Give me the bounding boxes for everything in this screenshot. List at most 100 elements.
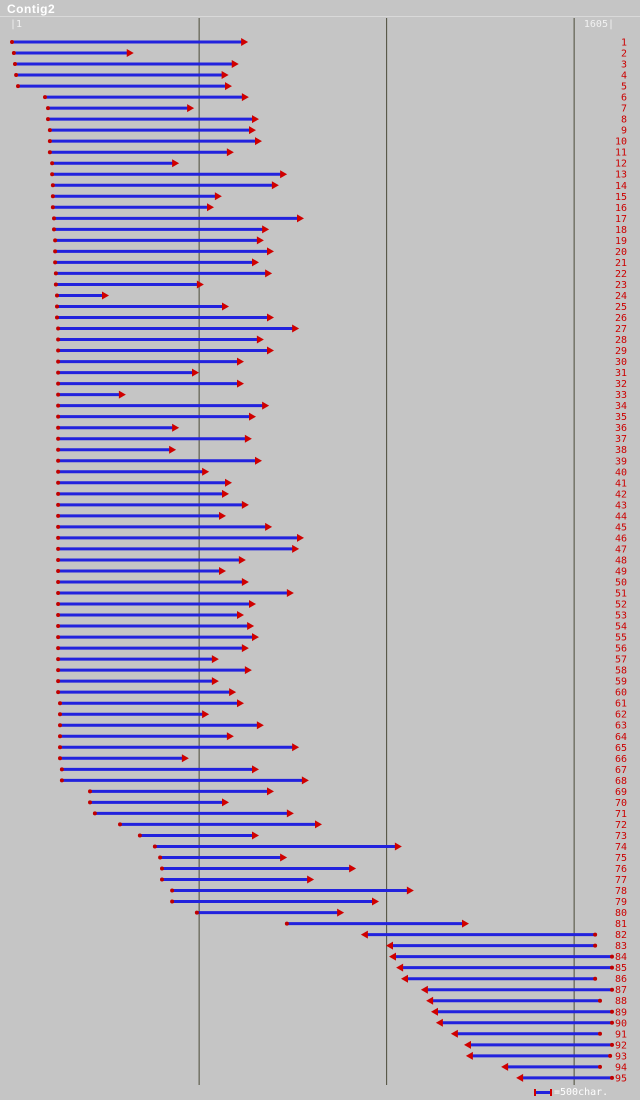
read-37[interactable]: 37 bbox=[56, 434, 627, 445]
read-49[interactable]: 49 bbox=[56, 566, 627, 577]
read-36[interactable]: 36 bbox=[56, 423, 627, 434]
read-39[interactable]: 39 bbox=[56, 456, 627, 467]
read-tail-dot-icon bbox=[56, 568, 61, 573]
read-5[interactable]: 5 bbox=[16, 82, 627, 93]
read-33[interactable]: 33 bbox=[56, 390, 627, 401]
read-52[interactable]: 52 bbox=[56, 600, 627, 611]
read-28[interactable]: 28 bbox=[56, 335, 627, 346]
read-87[interactable]: 87 bbox=[420, 985, 627, 996]
read-20[interactable]: 20 bbox=[53, 247, 627, 258]
read-74[interactable]: 74 bbox=[152, 842, 627, 853]
read-68[interactable]: 68 bbox=[59, 776, 627, 787]
read-15[interactable]: 15 bbox=[50, 192, 627, 203]
read-45[interactable]: 45 bbox=[56, 522, 627, 533]
read-82[interactable]: 82 bbox=[360, 930, 627, 941]
read-54[interactable]: 54 bbox=[56, 622, 627, 633]
read-88[interactable]: 88 bbox=[426, 996, 627, 1007]
read-48[interactable]: 48 bbox=[56, 555, 627, 566]
read-51[interactable]: 51 bbox=[56, 589, 627, 600]
read-69[interactable]: 69 bbox=[88, 787, 627, 798]
read-16[interactable]: 16 bbox=[50, 203, 627, 214]
read-76[interactable]: 76 bbox=[160, 864, 627, 875]
read-47[interactable]: 47 bbox=[56, 544, 627, 555]
read-85[interactable]: 85 bbox=[396, 963, 627, 974]
read-89[interactable]: 89 bbox=[431, 1007, 627, 1018]
read-34[interactable]: 34 bbox=[56, 401, 627, 412]
read-11[interactable]: 11 bbox=[47, 148, 627, 159]
read-40[interactable]: 40 bbox=[56, 467, 627, 478]
read-66[interactable]: 66 bbox=[58, 754, 627, 765]
read-14[interactable]: 14 bbox=[50, 181, 627, 192]
read-30[interactable]: 30 bbox=[56, 357, 627, 368]
read-26[interactable]: 26 bbox=[55, 313, 627, 324]
read-80[interactable]: 80 bbox=[194, 908, 627, 919]
legend-tick-right-icon bbox=[550, 1088, 552, 1096]
read-18[interactable]: 18 bbox=[52, 225, 627, 236]
read-24[interactable]: 24 bbox=[55, 291, 627, 302]
read-31[interactable]: 31 bbox=[56, 368, 627, 379]
read-23[interactable]: 23 bbox=[53, 280, 627, 291]
read-75[interactable]: 75 bbox=[158, 853, 627, 864]
read-46[interactable]: 46 bbox=[56, 533, 627, 544]
read-84[interactable]: 84 bbox=[389, 952, 627, 963]
read-79[interactable]: 79 bbox=[170, 897, 627, 908]
read-56[interactable]: 56 bbox=[56, 644, 627, 655]
read-86[interactable]: 86 bbox=[401, 974, 627, 985]
read-61[interactable]: 61 bbox=[58, 699, 627, 710]
read-12[interactable]: 12 bbox=[50, 159, 627, 170]
read-94[interactable]: 94 bbox=[501, 1062, 627, 1073]
read-2[interactable]: 2 bbox=[11, 49, 627, 60]
read-17[interactable]: 17 bbox=[52, 214, 627, 225]
read-6[interactable]: 6 bbox=[43, 93, 627, 104]
read-29[interactable]: 29 bbox=[56, 346, 627, 357]
read-63[interactable]: 63 bbox=[58, 721, 627, 732]
read-9[interactable]: 9 bbox=[47, 126, 627, 137]
read-92[interactable]: 92 bbox=[464, 1040, 627, 1051]
read-93[interactable]: 93 bbox=[465, 1051, 627, 1062]
read-43[interactable]: 43 bbox=[56, 500, 627, 511]
read-7[interactable]: 7 bbox=[46, 104, 627, 115]
read-13[interactable]: 13 bbox=[50, 170, 627, 181]
read-67[interactable]: 67 bbox=[59, 765, 627, 776]
read-95[interactable]: 95 bbox=[516, 1073, 627, 1084]
read-77[interactable]: 77 bbox=[160, 875, 627, 886]
read-72[interactable]: 72 bbox=[118, 820, 627, 831]
read-10[interactable]: 10 bbox=[47, 137, 627, 148]
read-55[interactable]: 55 bbox=[56, 633, 627, 644]
read-3[interactable]: 3 bbox=[13, 60, 627, 71]
read-arrowhead-icon bbox=[241, 500, 249, 509]
read-32[interactable]: 32 bbox=[56, 379, 627, 390]
read-78[interactable]: 78 bbox=[170, 886, 627, 897]
read-41[interactable]: 41 bbox=[56, 478, 627, 489]
read-83[interactable]: 83 bbox=[386, 941, 627, 952]
read-35[interactable]: 35 bbox=[56, 412, 627, 423]
read-50[interactable]: 50 bbox=[56, 577, 627, 588]
read-90[interactable]: 90 bbox=[435, 1018, 627, 1029]
read-64[interactable]: 64 bbox=[58, 732, 627, 743]
read-53[interactable]: 53 bbox=[56, 611, 627, 622]
read-19[interactable]: 19 bbox=[53, 236, 627, 247]
read-21[interactable]: 21 bbox=[53, 258, 627, 269]
read-8[interactable]: 8 bbox=[46, 115, 627, 126]
read-71[interactable]: 71 bbox=[92, 809, 627, 820]
read-57[interactable]: 57 bbox=[56, 655, 627, 666]
read-22[interactable]: 22 bbox=[53, 269, 627, 280]
read-42[interactable]: 42 bbox=[56, 489, 627, 500]
read-tail-dot-icon bbox=[55, 315, 59, 320]
read-4[interactable]: 4 bbox=[14, 71, 627, 82]
read-60[interactable]: 60 bbox=[56, 688, 627, 699]
read-58[interactable]: 58 bbox=[56, 666, 627, 677]
read-1[interactable]: 1 bbox=[10, 38, 627, 49]
read-70[interactable]: 70 bbox=[88, 798, 627, 809]
read-62[interactable]: 62 bbox=[58, 710, 627, 721]
read-27[interactable]: 27 bbox=[56, 324, 627, 335]
read-73[interactable]: 73 bbox=[137, 831, 627, 842]
read-65[interactable]: 65 bbox=[58, 743, 627, 754]
read-tail-dot-icon bbox=[58, 756, 62, 761]
read-81[interactable]: 81 bbox=[284, 919, 627, 930]
read-91[interactable]: 91 bbox=[450, 1029, 627, 1040]
read-44[interactable]: 44 bbox=[56, 511, 627, 522]
read-25[interactable]: 25 bbox=[55, 302, 627, 313]
read-38[interactable]: 38 bbox=[56, 445, 627, 456]
read-59[interactable]: 59 bbox=[56, 677, 627, 688]
